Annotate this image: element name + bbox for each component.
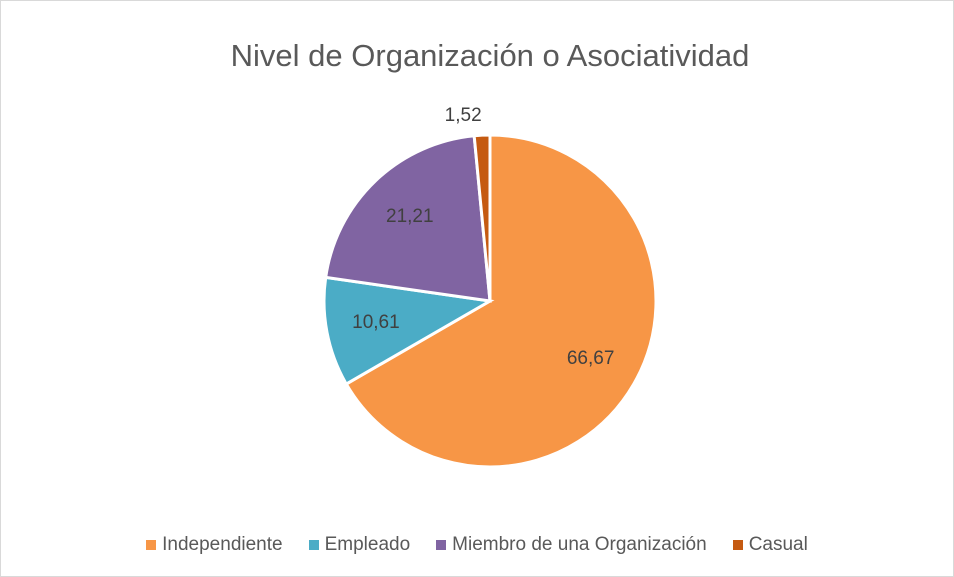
legend-item: Independiente: [146, 534, 283, 556]
pie-slice: [322, 275, 495, 387]
legend-item: Miembro de una Organización: [436, 534, 707, 556]
pie-slice: [472, 133, 492, 302]
legend-label: Miembro de una Organización: [452, 534, 707, 555]
legend-label: Casual: [748, 534, 808, 555]
legend-label: Empleado: [324, 534, 411, 555]
pie-slice: [323, 134, 492, 303]
chart-title: Nivel de Organización o Asociatividad: [231, 38, 750, 73]
data-label: 21,21: [386, 206, 434, 227]
pie-slice: [344, 133, 658, 469]
legend-item: Empleado: [308, 534, 411, 556]
data-label: 1,52: [445, 105, 482, 126]
legend-swatch: [732, 540, 743, 550]
legend-swatch: [436, 540, 447, 550]
legend-swatch: [146, 540, 157, 550]
legend-label: Independiente: [162, 534, 283, 555]
legend-swatch: [308, 540, 319, 550]
data-label: 66,67: [567, 348, 615, 369]
legend: Independiente Empleado Miembro de una Orga…: [1, 534, 953, 556]
data-label: 10,61: [352, 312, 400, 333]
legend-item: Casual: [732, 534, 808, 556]
